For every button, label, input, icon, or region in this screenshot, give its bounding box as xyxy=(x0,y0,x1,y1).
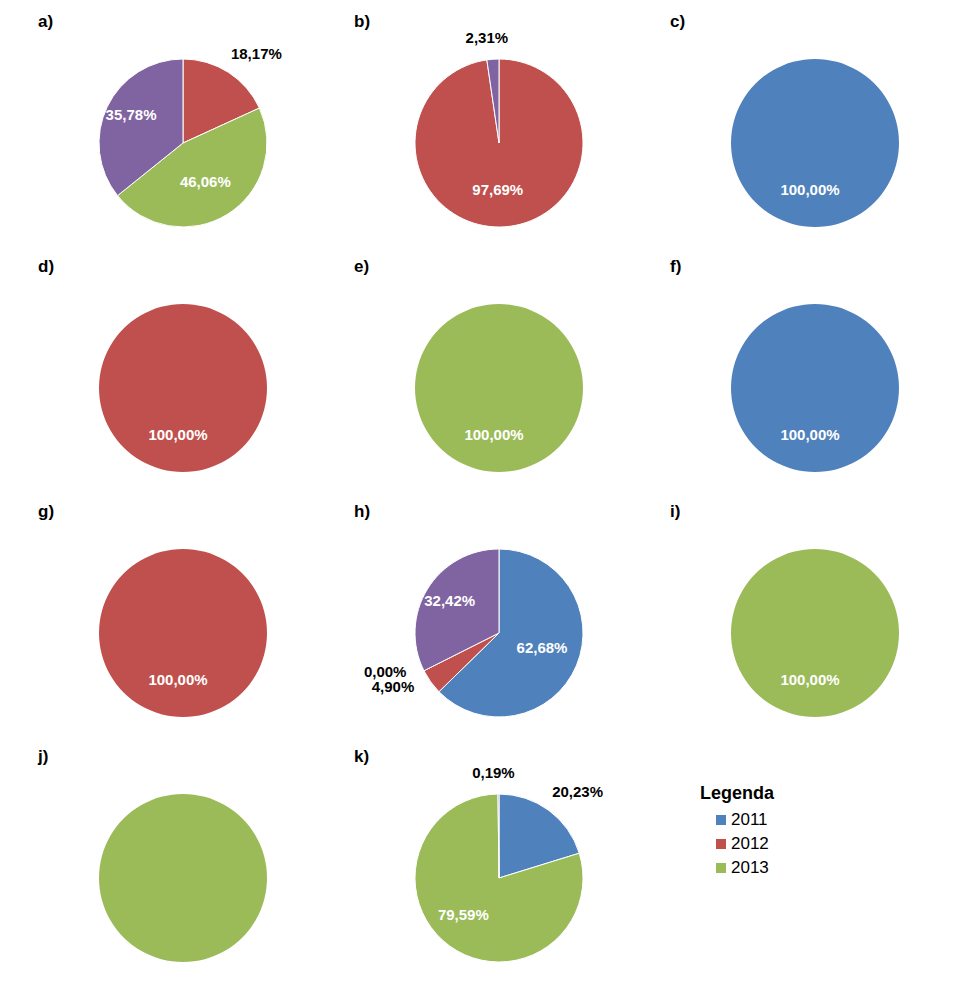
svg-text:35,78%: 35,78% xyxy=(106,106,157,123)
html-text:2012: 2012 xyxy=(731,834,769,853)
svg-text:32,42%: 32,42% xyxy=(424,592,475,609)
html-text:k): k) xyxy=(354,747,370,766)
html-text:2011: 2011 xyxy=(731,810,768,829)
html-text:a): a) xyxy=(38,12,54,31)
html-text:Legenda: Legenda xyxy=(700,783,774,803)
html-text:g): g) xyxy=(38,502,54,521)
svg-text:46,06%: 46,06% xyxy=(180,173,231,190)
html-text:e): e) xyxy=(354,257,370,276)
svg-text:100,00%: 100,00% xyxy=(780,426,839,443)
html-text:j): j) xyxy=(38,747,49,766)
svg-text:79,59%: 79,59% xyxy=(438,906,489,923)
svg-text:100,00%: 100,00% xyxy=(780,671,839,688)
svg-text:0,00%: 0,00% xyxy=(364,663,407,680)
svg-text:62,68%: 62,68% xyxy=(517,639,568,656)
svg-text:2,31%: 2,31% xyxy=(466,29,509,46)
svg-text:100,00%: 100,00% xyxy=(148,671,207,688)
svg-text:100,00%: 100,00% xyxy=(780,181,839,198)
svg-text:0,19%: 0,19% xyxy=(472,764,515,781)
svg-text:100,00%: 100,00% xyxy=(464,426,523,443)
svg-text:20,23%: 20,23% xyxy=(552,783,603,800)
html-text:i): i) xyxy=(670,502,681,521)
svg-text:97,69%: 97,69% xyxy=(472,181,523,198)
html-text:h): h) xyxy=(354,502,370,521)
html-text:d): d) xyxy=(38,257,54,276)
svg-text:4,90%: 4,90% xyxy=(372,678,415,695)
svg-text:100,00%: 100,00% xyxy=(148,426,207,443)
html-text:f): f) xyxy=(670,257,682,276)
svg-text:18,17%: 18,17% xyxy=(231,45,282,62)
html-text:c): c) xyxy=(670,12,686,31)
html-text:2013: 2013 xyxy=(731,858,769,877)
html-text:b): b) xyxy=(354,12,370,31)
